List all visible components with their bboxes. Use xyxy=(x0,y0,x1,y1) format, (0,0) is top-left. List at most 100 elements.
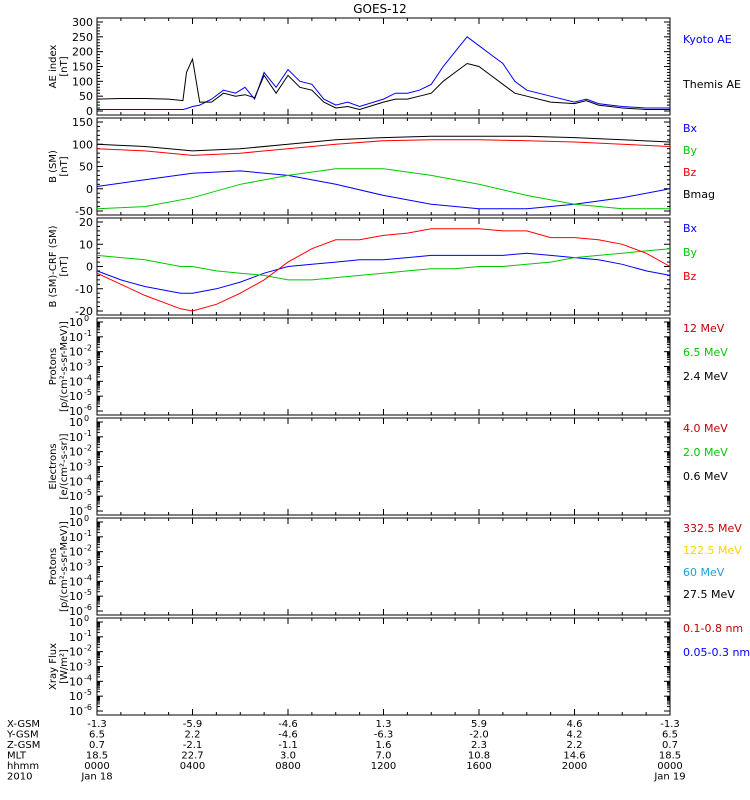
y-tick-exponent: -5 xyxy=(84,488,92,497)
y-tick-exponent: -4 xyxy=(84,673,92,682)
legend-entry: 6.5 MeV xyxy=(683,346,728,359)
y-tick-label: 10 xyxy=(69,446,83,459)
y-tick-label: 10 xyxy=(69,575,83,588)
x-axis-value: -1.3 xyxy=(87,719,107,730)
x-axis-value: -2.0 xyxy=(469,730,489,741)
series-line-by xyxy=(96,168,670,210)
y-tick-exponent: -6 xyxy=(84,603,92,612)
x-axis-value: -2.1 xyxy=(183,740,203,751)
panel-4: Protons[p/(cm²-s-sr-MeV)] 10-610-510 -410-… xyxy=(48,314,728,418)
x-axis-value: 4.6 xyxy=(567,719,583,730)
panel-frame xyxy=(96,417,671,516)
legend-entry: Bx xyxy=(683,122,698,135)
y-tick-label: 10 xyxy=(69,675,83,688)
x-axis-value: 18.5 xyxy=(86,751,108,762)
x-axis-value: 10.8 xyxy=(468,751,490,762)
x-axis-value: Jan 19 xyxy=(653,772,685,783)
y-axis-label: Protons[p/(cm²-s-sr-MeV)] xyxy=(48,521,70,612)
panel-frame xyxy=(96,517,671,616)
panel-3: B (SM)-CRF (SM)[nT] -20 -10 0 10 20 Bx By Bz xyxy=(48,216,698,318)
x-axis-value: -6.3 xyxy=(374,730,394,741)
x-axis-value: 14.6 xyxy=(563,751,585,762)
y-tick-label: 10 xyxy=(69,605,83,618)
y-tick-label: 0 xyxy=(86,261,93,274)
y-tick-label: 10 xyxy=(69,631,83,644)
y-tick-label: 50 xyxy=(79,90,93,103)
x-axis-row-label: Y-GSM xyxy=(6,730,39,741)
y-tick-label: 300 xyxy=(72,16,93,29)
panel-6: Protons[p/(cm²-s-sr-MeV)] 10-610-510 -410-… xyxy=(48,514,742,618)
y-tick-exponent: -5 xyxy=(84,588,92,597)
y-tick-label: 10 xyxy=(69,546,83,559)
x-axis-value: 4.2 xyxy=(567,730,583,741)
y-tick-exponent: -1 xyxy=(84,329,92,338)
series-line-bmag xyxy=(96,135,671,152)
y-tick-exponent: 0 xyxy=(84,514,89,523)
legend-entry: 4.0 MeV xyxy=(683,422,728,435)
panel-2: B (SM)[nT] -50 0 50 100 150 Bx By Bz Bmag xyxy=(48,116,715,218)
y-tick-label: 10 xyxy=(69,590,83,603)
x-axis-value: 6.5 xyxy=(89,730,105,741)
y-tick-label: 10 xyxy=(69,316,83,329)
x-axis-value: 1600 xyxy=(466,761,491,772)
legend-entry: Bz xyxy=(683,166,697,179)
y-tick-label: 0 xyxy=(86,105,93,118)
y-tick-exponent: -4 xyxy=(84,573,92,582)
y-tick-label: 250 xyxy=(72,31,93,44)
legend-entry: Bmag xyxy=(683,188,715,201)
y-tick-exponent: -3 xyxy=(84,559,92,568)
y-tick-label: 150 xyxy=(72,116,93,129)
y-tick-label: 10 xyxy=(69,390,83,403)
series-line-bx xyxy=(96,170,671,210)
legend-entry: 27.5 MeV xyxy=(683,588,735,601)
y-tick-label: 100 xyxy=(72,138,93,151)
x-axis-value: 3.0 xyxy=(280,751,296,762)
legend-entry: Bz xyxy=(683,270,697,283)
x-axis-value: -1.3 xyxy=(660,719,680,730)
y-tick-exponent: 0 xyxy=(84,414,89,423)
y-tick-label: 10 xyxy=(69,661,83,674)
legend-entry: 0.05-0.3 nm xyxy=(683,646,750,659)
x-axis-value: 0.7 xyxy=(662,740,678,751)
legend-entry: 60 MeV xyxy=(683,566,725,579)
y-tick-label: 100 xyxy=(72,75,93,88)
x-axis-table: X-GSM -1.3 -5.9 -4.6 1.3 5.9 4.6 -1.3 Y-GSM 6.5 2.… xyxy=(6,719,686,783)
y-axis-label: AE index[nT] xyxy=(48,45,70,89)
y-tick-label: 0 xyxy=(86,183,93,196)
y-tick-exponent: -2 xyxy=(84,344,92,353)
y-tick-label: 10 xyxy=(69,561,83,574)
y-tick-label: 10 xyxy=(69,646,83,659)
legend-entry: Themis AE xyxy=(682,78,741,91)
y-tick-label: 10 xyxy=(69,690,83,703)
y-tick-label: 10 xyxy=(69,475,83,488)
x-axis-value: 7.0 xyxy=(376,751,392,762)
x-axis-value: -4.6 xyxy=(278,730,298,741)
x-axis-row-label: hhmm xyxy=(7,761,39,772)
x-axis-value: 2000 xyxy=(562,761,587,772)
legend-entry: 122.5 MeV xyxy=(683,544,742,557)
x-axis-row-label: MLT xyxy=(7,751,27,762)
y-axis-label: Electrons[e/(cm²-s-sr)] xyxy=(48,433,70,499)
y-tick-label: 10 xyxy=(69,346,83,359)
y-tick-label: 10 xyxy=(69,361,83,374)
series-line-themis-ae xyxy=(96,57,670,111)
y-tick-exponent: -1 xyxy=(84,429,92,438)
y-tick-label: 10 xyxy=(69,461,83,474)
series-line-kyoto-ae xyxy=(97,36,670,110)
y-tick-label: -50 xyxy=(75,205,93,218)
series-line-bz xyxy=(96,139,671,156)
plot-title: GOES-12 xyxy=(353,2,407,16)
x-axis-row-label: X-GSM xyxy=(7,719,40,730)
legend-entry: By xyxy=(683,246,698,259)
x-axis-value: 18.5 xyxy=(659,751,681,762)
legend-entry: 0.1-0.8 nm xyxy=(683,622,743,635)
x-axis-value: 6.5 xyxy=(662,730,678,741)
y-axis-label: Xray Flux[W/m²] xyxy=(48,643,70,690)
x-axis-value: 1.3 xyxy=(376,719,392,730)
series-line-bz xyxy=(96,228,671,312)
panel-5: Electrons[e/(cm²-s-sr)]10 -610 -510 -410 -31… xyxy=(48,414,728,518)
series-line-bx xyxy=(96,252,671,294)
y-tick-exponent: 0 xyxy=(84,314,89,323)
y-tick-exponent: -6 xyxy=(84,403,92,412)
